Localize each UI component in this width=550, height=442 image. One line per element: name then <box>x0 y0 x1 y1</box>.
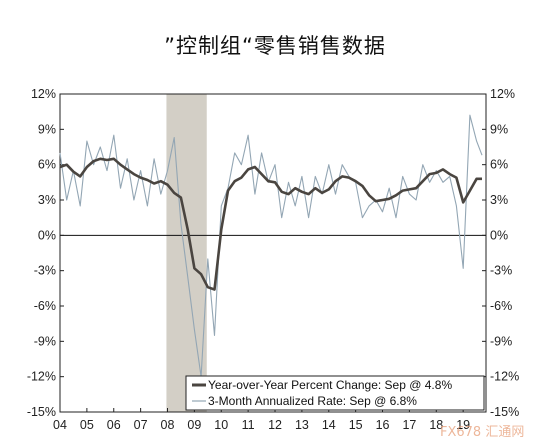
x-tick-label: 07 <box>134 418 148 432</box>
y-tick-label-left: 3% <box>38 193 56 207</box>
series-layer <box>59 114 483 378</box>
x-tick-label: 10 <box>214 418 228 432</box>
x-tick-label: 05 <box>80 418 94 432</box>
x-tick-label: 19 <box>456 418 470 432</box>
y-tick-label-left: -12% <box>27 370 56 384</box>
y-tick-label-right: 9% <box>490 122 508 136</box>
x-tick-label: 11 <box>242 418 255 432</box>
x-tick-label: 15 <box>349 418 363 432</box>
x-tick-label: 09 <box>187 418 201 432</box>
y-tick-label-right: -12% <box>490 370 519 384</box>
y-tick-label-right: 0% <box>490 228 508 242</box>
chart-title: ”控制组“零售销售数据 <box>164 34 386 58</box>
y-tick-label-left: 12% <box>31 87 56 101</box>
y-tick-label-right: -3% <box>490 264 512 278</box>
x-tick-label: 06 <box>107 418 121 432</box>
y-tick-label-right: 3% <box>490 193 508 207</box>
y-tick-label-left: -3% <box>34 264 56 278</box>
y-tick-label-right: 6% <box>490 158 508 172</box>
y-tick-label-right: 12% <box>490 87 515 101</box>
y-tick-label-right: -9% <box>490 334 512 348</box>
y-tick-label-left: 0% <box>38 228 56 242</box>
tick-layer: 12% 12% 9% 9% 6% 6% 3% 3% 0% 0% -3% -3% -6% -6% -9% -9%… <box>27 87 519 432</box>
y-tick-label-right: -6% <box>490 299 512 313</box>
y-tick-label-left: -9% <box>34 334 56 348</box>
recession-shading <box>166 94 207 412</box>
x-tick-label: 17 <box>402 418 416 432</box>
y-tick-label-left: -15% <box>27 405 56 419</box>
y-tick-label-left: -6% <box>34 299 56 313</box>
watermark-text: FX678 汇通网 <box>440 425 524 440</box>
x-tick-label: 04 <box>53 418 67 432</box>
recession-shading-layer <box>166 94 207 412</box>
legend-label-3m: 3-Month Annualized Rate: Sep @ 6.8% <box>208 394 417 408</box>
y-tick-label-left: 6% <box>38 158 56 172</box>
legend-label-yoy: Year-over-Year Percent Change: Sep @ 4.8… <box>208 378 452 392</box>
legend: Year-over-Year Percent Change: Sep @ 4.8… <box>185 375 485 411</box>
y-tick-label-right: -15% <box>490 405 519 419</box>
series-line-3m <box>59 114 483 378</box>
legend-box <box>185 375 485 411</box>
plot-frame <box>59 93 487 413</box>
series-line-yoy <box>59 157 482 291</box>
x-tick-label: 08 <box>161 418 175 432</box>
x-tick-label: 12 <box>268 418 282 432</box>
x-tick-label: 13 <box>295 418 309 432</box>
x-tick-label: 16 <box>376 418 390 432</box>
x-tick-label: 18 <box>429 418 443 432</box>
y-tick-label-left: 9% <box>38 122 56 136</box>
x-tick-label: 14 <box>322 418 336 432</box>
